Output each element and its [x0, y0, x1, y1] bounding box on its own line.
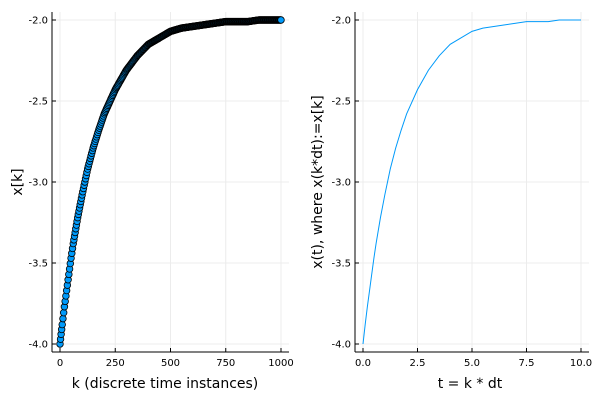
- y-tick-label: -2.0: [28, 16, 48, 27]
- x-tick-label: 0: [57, 358, 63, 369]
- scatter-point: [277, 16, 285, 24]
- right-line-plot: 0.0 2.5 5.0 7.5 10.0 -4.0 -3.5 -3.0 -2.5 -2.0 t = …: [310, 12, 592, 392]
- y-tick-label: -3.5: [28, 259, 48, 270]
- x-axis-title: k (discrete time instances): [72, 376, 259, 392]
- left-scatter-plot: 0 250 500 750 1000 -4.0 -3.5 -3.0 -2.5 -2.0 k (dis…: [10, 12, 294, 392]
- y-tick-label: -2.5: [28, 97, 48, 108]
- y-axis-title: x(t), where x(k*dt):=x[k]: [310, 95, 326, 269]
- x-tick-label: 0.0: [355, 358, 371, 369]
- x-axis-title: t = k * dt: [438, 376, 503, 392]
- y-axis-title: x[k]: [10, 168, 26, 195]
- series-line: [362, 19, 581, 345]
- x-tick-label: 10.0: [570, 358, 592, 369]
- y-tick-label: -3.5: [331, 259, 351, 270]
- x-tick-label: 7.5: [519, 358, 535, 369]
- x-tick-label: 2.5: [410, 358, 426, 369]
- y-tick-label: -4.0: [331, 340, 351, 351]
- x-tick-label: 1000: [268, 358, 293, 369]
- y-tick-label: -3.0: [331, 178, 351, 189]
- y-tick-label: -3.0: [28, 178, 48, 189]
- scatter-point: [58, 320, 66, 329]
- x-tick-label: 250: [106, 358, 125, 369]
- x-tick-label: 5.0: [464, 358, 480, 369]
- scatter-point: [59, 308, 68, 317]
- y-tick-label: -4.0: [28, 340, 48, 351]
- x-tick-label: 750: [216, 358, 235, 369]
- y-tick-label: -2.5: [331, 97, 351, 108]
- x-tick-label: 500: [161, 358, 180, 369]
- scatter-point: [59, 314, 67, 323]
- y-tick-label: -2.0: [331, 16, 351, 27]
